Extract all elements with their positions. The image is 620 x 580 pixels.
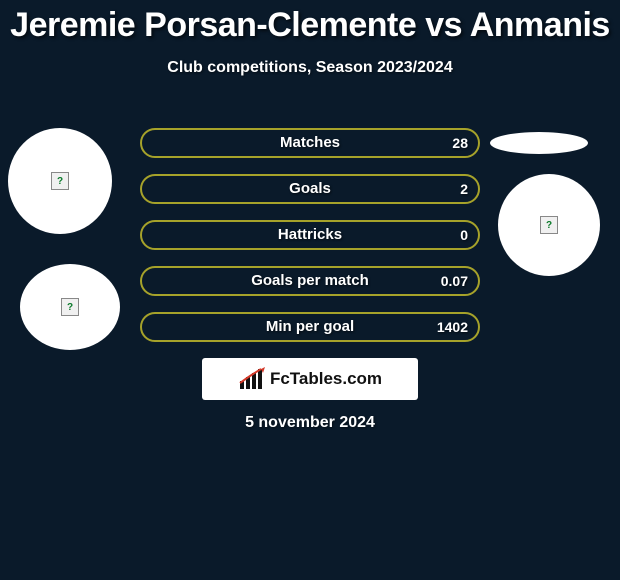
- player-photo-right: ?: [498, 174, 600, 276]
- stat-value-right: 28: [452, 130, 468, 156]
- player-photo-left-top: ?: [8, 128, 112, 234]
- broken-image-icon: ?: [61, 298, 79, 316]
- player-photo-left-bottom: ?: [20, 264, 120, 350]
- stat-row-goals: Goals 2: [140, 174, 480, 204]
- date-text: 5 november 2024: [0, 414, 620, 432]
- player-photo-right-ellipse: [490, 132, 588, 154]
- page-subtitle: Club competitions, Season 2023/2024: [0, 59, 620, 77]
- stat-row-matches: Matches 28: [140, 128, 480, 158]
- stat-label: Goals: [142, 176, 478, 202]
- stat-bars: Matches 28 Goals 2 Hattricks 0 Goals per…: [140, 128, 480, 358]
- stat-label: Min per goal: [142, 314, 478, 340]
- stat-value-right: 0: [460, 222, 468, 248]
- stat-row-goals-per-match: Goals per match 0.07: [140, 266, 480, 296]
- stat-row-min-per-goal: Min per goal 1402: [140, 312, 480, 342]
- brand-box: FcTables.com: [202, 358, 418, 400]
- stat-value-right: 0.07: [441, 268, 468, 294]
- page-title: Jeremie Porsan-Clemente vs Anmanis: [0, 6, 620, 45]
- stat-label: Matches: [142, 130, 478, 156]
- broken-image-icon: ?: [540, 216, 558, 234]
- brand-text: FcTables.com: [270, 369, 382, 389]
- bar-chart-icon: [238, 367, 266, 391]
- stat-row-hattricks: Hattricks 0: [140, 220, 480, 250]
- stat-value-right: 1402: [437, 314, 468, 340]
- stat-label: Hattricks: [142, 222, 478, 248]
- stat-value-right: 2: [460, 176, 468, 202]
- stat-label: Goals per match: [142, 268, 478, 294]
- broken-image-icon: ?: [51, 172, 69, 190]
